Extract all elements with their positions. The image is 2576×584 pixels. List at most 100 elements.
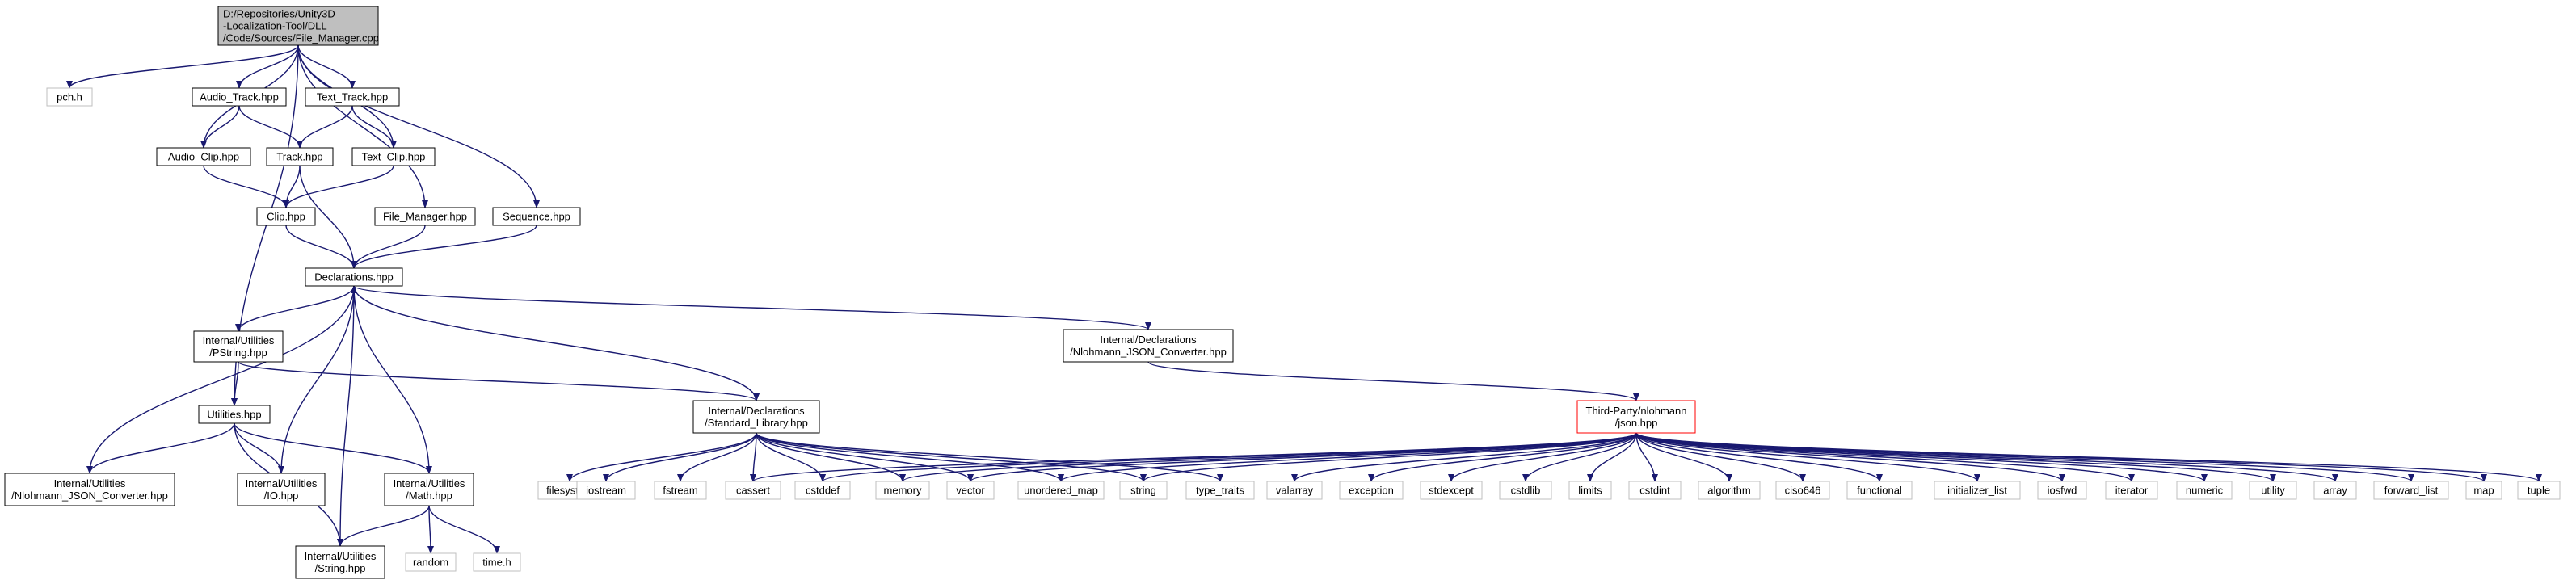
node-io[interactable]: Internal/Utilities/IO.hpp (237, 473, 326, 506)
node-audio-clip[interactable]: Audio_Clip.hpp (156, 147, 251, 166)
node-map[interactable]: map (2465, 481, 2502, 500)
node-box (1063, 329, 1234, 363)
node-clip[interactable]: Clip.hpp (256, 207, 316, 226)
node-nlohmann-util[interactable]: Internal/Utilities/Nlohmann_JSON_Convert… (4, 473, 175, 506)
edge-json-to-functional (1635, 432, 1883, 482)
node-numeric[interactable]: numeric (2176, 481, 2233, 500)
node-label: /Nlohmann_JSON_Converter.hpp (11, 489, 168, 502)
node-box (1017, 481, 1105, 500)
node-box (217, 6, 379, 46)
edge-json-to-map (1635, 432, 2487, 482)
node-iosfwd[interactable]: iosfwd (2037, 481, 2087, 500)
node-tuple[interactable]: tuple (2517, 481, 2561, 500)
node-utility[interactable]: utility (2249, 481, 2297, 500)
node-limits[interactable]: limits (1568, 481, 1612, 500)
node-forward-list[interactable]: forward_list (2373, 481, 2449, 500)
edge-declarations-to-pstring (235, 285, 355, 332)
node-functional[interactable]: functional (1846, 481, 1913, 500)
node-cstdint[interactable]: cstdint (1628, 481, 1682, 500)
node-label: fstream (663, 485, 697, 497)
node-fstream[interactable]: fstream (654, 481, 707, 500)
edge-root-to-text_track (297, 44, 356, 89)
node-label: /json.hpp (1615, 417, 1658, 429)
node-unordered-map[interactable]: unordered_map (1017, 481, 1105, 500)
node-label: Clip.hpp (267, 211, 305, 223)
edge-pstring-to-std_lib (238, 361, 760, 401)
node-json[interactable]: Third-Party/nlohmann/json.hpp (1576, 400, 1696, 434)
node-root[interactable]: D:/Repositories/Unity3D-Localization-Too… (217, 6, 379, 46)
node-label: -Localization-Tool/DLL (223, 20, 327, 32)
node-box (2373, 481, 2449, 500)
node-label: algorithm (1707, 485, 1750, 497)
edge-std_lib-to-string (756, 432, 1147, 482)
node-label: random (413, 557, 448, 569)
edge-root-to-file_manager (297, 44, 428, 208)
node-file-manager[interactable]: File_Manager.hpp (374, 207, 476, 226)
node-string[interactable]: string (1119, 481, 1168, 500)
edge-json-to-algorithm (1635, 432, 1732, 482)
node-text-track[interactable]: Text_Track.hpp (305, 87, 400, 107)
node-string-hpp[interactable]: Internal/Utilities/String.hpp (295, 545, 385, 579)
edge-file_manager-to-declarations (351, 225, 426, 269)
node-box (1698, 481, 1761, 500)
node-box (192, 87, 287, 107)
edge-pstring-to-utilities (231, 361, 239, 406)
node-ciso646[interactable]: ciso646 (1775, 481, 1830, 500)
node-label: /IO.hpp (264, 489, 299, 502)
node-vector[interactable]: vector (946, 481, 995, 500)
node-iterator[interactable]: iterator (2105, 481, 2158, 500)
node-cassert[interactable]: cassert (725, 481, 781, 500)
node-label: Track.hpp (276, 151, 322, 163)
node-std-lib[interactable]: Internal/Declarations/Standard_Library.h… (692, 400, 820, 434)
node-random[interactable]: random (405, 552, 457, 572)
edge-std_lib-to-fstream (677, 432, 757, 482)
node-exception[interactable]: exception (1339, 481, 1404, 500)
node-valarray[interactable]: valarray (1266, 481, 1323, 500)
node-box (351, 147, 436, 166)
node-box (384, 473, 474, 506)
edge-audio_track-to-audio_clip (200, 105, 240, 149)
node-track[interactable]: Track.hpp (266, 147, 334, 166)
node-memory[interactable]: memory (875, 481, 930, 500)
node-label: valarray (1276, 485, 1314, 497)
node-box (256, 207, 316, 226)
node-initializer-list[interactable]: initializer_list (1934, 481, 2021, 500)
node-cstddef[interactable]: cstddef (794, 481, 851, 500)
node-array[interactable]: array (2313, 481, 2357, 500)
node-box (1846, 481, 1913, 500)
node-label: exception (1349, 485, 1394, 497)
node-cstdlib[interactable]: cstdlib (1499, 481, 1552, 500)
node-type-traits[interactable]: type_traits (1185, 481, 1255, 500)
node-box (654, 481, 707, 500)
node-label: File_Manager.hpp (383, 211, 467, 223)
node-pch[interactable]: pch.h (46, 87, 93, 107)
node-label: Text_Track.hpp (317, 91, 388, 103)
node-declarations[interactable]: Declarations.hpp (305, 267, 403, 287)
edge-json-to-vector (967, 432, 1637, 482)
node-nlohmann-decl[interactable]: Internal/Declarations/Nlohmann_JSON_Conv… (1063, 329, 1234, 363)
node-label: /String.hpp (315, 562, 366, 574)
node-label: Audio_Track.hpp (200, 91, 279, 103)
node-audio-track[interactable]: Audio_Track.hpp (192, 87, 287, 107)
edge-json-to-iterator (1635, 432, 2135, 482)
node-time[interactable]: time.h (473, 552, 521, 572)
edge-declarations-to-nlohmann_decl (353, 285, 1151, 330)
node-label: Internal/Declarations (708, 405, 805, 417)
node-pstring[interactable]: Internal/Utilities/PString.hpp (193, 330, 284, 363)
node-text-clip[interactable]: Text_Clip.hpp (351, 147, 436, 166)
node-algorithm[interactable]: algorithm (1698, 481, 1761, 500)
node-label: iostream (586, 485, 626, 497)
node-label: cstddef (806, 485, 840, 497)
edge-utilities-to-io (234, 422, 284, 474)
edge-utilities-to-nlohmann_util (86, 422, 235, 474)
node-utilities[interactable]: Utilities.hpp (198, 405, 271, 424)
node-box (2037, 481, 2087, 500)
node-math[interactable]: Internal/Utilities/Math.hpp (384, 473, 474, 506)
node-stdexcept[interactable]: stdexcept (1420, 481, 1483, 500)
node-box (492, 207, 581, 226)
node-sequence[interactable]: Sequence.hpp (492, 207, 581, 226)
node-label: Third-Party/nlohmann (1586, 405, 1687, 417)
node-iostream[interactable]: iostream (576, 481, 636, 500)
edge-std_lib-to-filesystem (566, 432, 757, 482)
